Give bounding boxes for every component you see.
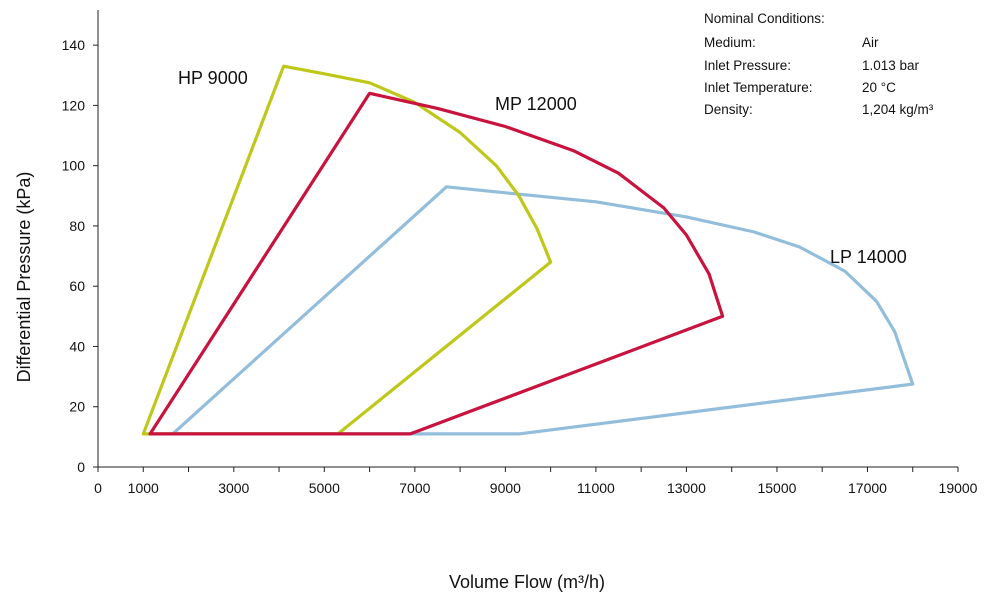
y-tick-label: 60 <box>69 278 85 294</box>
x-tick-label: 7000 <box>399 480 430 496</box>
condition-label-medium: Medium: <box>704 35 756 50</box>
condition-label-density: Density: <box>704 102 753 117</box>
series-label-mp-12000: MP 12000 <box>495 94 577 114</box>
tick-layer: 0 1000 3000 5000 7000 9000 11000 13000 15000 1700… <box>62 37 978 496</box>
y-tick-label: 0 <box>77 459 85 475</box>
y-tick-label: 140 <box>62 37 86 53</box>
x-axis-title: Volume Flow (m³/h) <box>449 572 605 592</box>
condition-value-inlet-pressure: 1.013 bar <box>862 58 920 73</box>
y-tick-label: 120 <box>62 97 86 113</box>
x-tick-label: 0 <box>94 480 102 496</box>
series-label-hp-9000: HP 9000 <box>178 68 248 88</box>
series-line-lp-14000 <box>171 185 915 436</box>
x-tick-label: 13000 <box>667 480 706 496</box>
y-tick-label: 100 <box>62 158 86 174</box>
y-axis-title: Differential Pressure (kPa) <box>14 172 34 383</box>
condition-value-inlet-temperature: 20 °C <box>862 80 896 95</box>
series-line-hp-9000 <box>141 64 553 436</box>
series-layer <box>141 64 915 436</box>
y-tick-label: 20 <box>69 399 85 415</box>
y-tick-label: 40 <box>69 338 85 354</box>
x-tick-label: 9000 <box>490 480 521 496</box>
x-tick-label: 17000 <box>848 480 887 496</box>
x-tick-label: 3000 <box>218 480 249 496</box>
x-tick-label: 11000 <box>577 480 615 496</box>
x-tick-label: 19000 <box>939 480 978 496</box>
condition-label-inlet-pressure: Inlet Pressure: <box>704 58 791 73</box>
condition-value-medium: Air <box>862 35 879 50</box>
axis-layer <box>97 10 958 468</box>
nominal-conditions-box: Nominal Conditions: Medium: Air Inlet Pr… <box>704 11 934 117</box>
condition-label-inlet-temperature: Inlet Temperature: <box>704 80 813 95</box>
condition-value-density: 1,204 kg/m³ <box>862 102 934 117</box>
x-tick-label: 1000 <box>128 480 159 496</box>
x-tick-label: 15000 <box>757 480 796 496</box>
x-tick-label: 5000 <box>309 480 340 496</box>
series-line-mp-12000 <box>148 91 725 436</box>
conditions-heading: Nominal Conditions: <box>704 11 825 26</box>
y-tick-label: 80 <box>69 218 85 234</box>
label-layer: HP 9000 MP 12000 LP 14000 <box>178 68 907 267</box>
series-label-lp-14000: LP 14000 <box>830 247 907 267</box>
